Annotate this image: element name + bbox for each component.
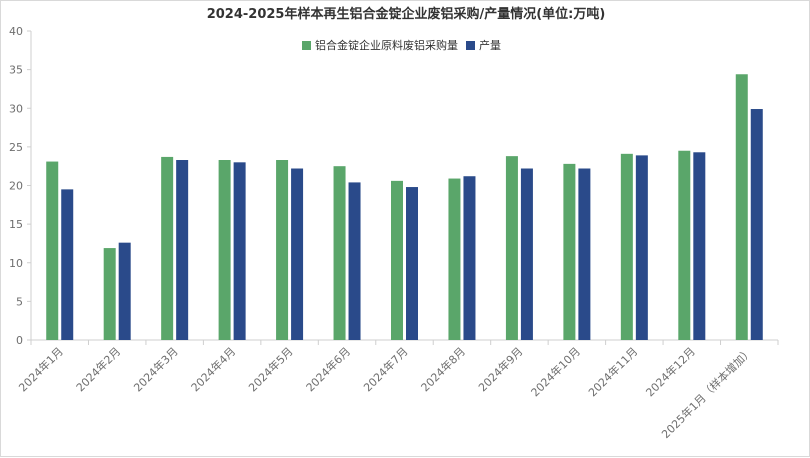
bar-purchase bbox=[563, 163, 576, 340]
bar-output bbox=[176, 160, 189, 340]
x-tick-label: 2024年11月 bbox=[585, 344, 640, 399]
legend-label: 铝合金锭企业原料废铝采购量 bbox=[315, 38, 458, 52]
x-tick-label: 2024年6月 bbox=[303, 344, 353, 394]
bar-purchase bbox=[448, 178, 461, 340]
legend: 铝合金锭企业原料废铝采购量 产量 bbox=[302, 38, 501, 52]
bar-purchase bbox=[620, 153, 633, 340]
x-tick-label: 2025年1月（样本增加） bbox=[659, 344, 756, 441]
bar-output bbox=[291, 168, 304, 340]
y-tick-label: 0 bbox=[16, 334, 23, 347]
x-tick-label: 2024年10月 bbox=[528, 344, 583, 399]
bar-purchase bbox=[218, 160, 231, 340]
bar-purchase bbox=[46, 161, 59, 340]
y-tick-label: 10 bbox=[9, 257, 23, 270]
y-tick-label: 30 bbox=[9, 102, 23, 115]
bar-output bbox=[118, 242, 131, 340]
y-tick-label: 5 bbox=[16, 295, 23, 308]
bar-output bbox=[233, 162, 246, 340]
y-tick-label: 25 bbox=[9, 141, 23, 154]
bar-purchase bbox=[735, 74, 748, 340]
y-tick-label: 35 bbox=[9, 64, 23, 77]
x-tick-label: 2024年12月 bbox=[643, 344, 698, 399]
bar-output bbox=[406, 187, 418, 340]
x-axis: 2024年1月 2024年2月 2024年3月 2024年4月 2024年5月 2024年… bbox=[16, 339, 779, 441]
x-tick-label: 2024年3月 bbox=[131, 344, 181, 394]
y-tick-label: 20 bbox=[9, 180, 23, 193]
bars bbox=[46, 74, 763, 341]
bar-purchase bbox=[505, 156, 518, 340]
legend-swatch bbox=[466, 41, 475, 50]
bar-purchase bbox=[391, 180, 403, 340]
bar-purchase bbox=[333, 166, 346, 340]
chart-title: 2024-2025年样本再生铝合金锭企业废铝采购/产量情况(单位:万吨) bbox=[207, 6, 606, 22]
y-tick-label: 15 bbox=[9, 218, 23, 231]
x-tick-label: 2024年4月 bbox=[188, 344, 238, 394]
x-tick-label: 2024年2月 bbox=[73, 344, 123, 394]
bar-output bbox=[693, 152, 706, 340]
bar-purchase bbox=[161, 156, 174, 340]
x-tick-label: 2024年9月 bbox=[475, 344, 525, 394]
x-tick-label: 2024年1月 bbox=[16, 344, 66, 394]
x-tick-label: 2024年7月 bbox=[360, 344, 410, 394]
bar-output bbox=[635, 155, 648, 340]
x-tick-label: 2024年5月 bbox=[245, 344, 295, 394]
bar-output bbox=[520, 168, 533, 340]
bar-purchase bbox=[276, 160, 289, 340]
bar-output bbox=[578, 168, 591, 340]
bar-output bbox=[750, 109, 763, 341]
bar-output bbox=[348, 182, 361, 340]
legend-swatch bbox=[302, 41, 311, 50]
bar-purchase bbox=[103, 248, 116, 340]
bar-output bbox=[463, 176, 476, 340]
y-tick-label: 40 bbox=[9, 25, 23, 38]
legend-label: 产量 bbox=[479, 38, 501, 52]
y-axis: 0 5 10 15 20 25 30 35 40 bbox=[9, 25, 32, 347]
x-tick-label: 2024年8月 bbox=[418, 344, 468, 394]
bar-output bbox=[61, 189, 74, 340]
bar-purchase bbox=[678, 150, 691, 340]
